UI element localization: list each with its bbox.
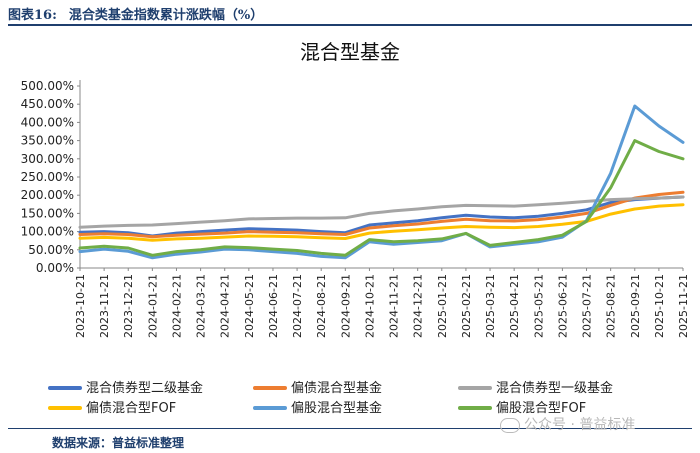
figure-number: 图表16: [8,8,57,23]
watermark-text: 公众号 · 普益标准 [524,417,636,433]
x-tick-label: 2025-07-21 [581,274,594,338]
data-source-note: 数据来源：普益标准整理 [52,436,185,450]
legend-label: 偏债混合型基金 [291,380,382,396]
figure-caption: 图表16: 混合类基金指数累计涨跌幅（%） [8,4,275,23]
x-tick-label: 2024-06-21 [267,274,280,338]
x-tick-label: 2024-11-21 [388,274,401,338]
y-tick-label: 200.00% [21,188,74,202]
x-tick-label: 2025-06-21 [556,274,569,338]
y-tick-label: 250.00% [21,170,74,184]
x-tick-label: 2024-03-21 [195,274,208,338]
footer-divider [8,428,692,429]
x-tick-label: 2024-09-21 [339,274,352,338]
watermark: 公众号 · 普益标准 [500,414,635,434]
x-tick-label: 2025-01-21 [436,274,449,338]
x-tick-label: 2023-12-21 [122,274,135,338]
series-line-2 [78,190,685,239]
y-tick-label: 50.00% [28,243,74,257]
x-tick-label: 2024-10-21 [363,274,376,338]
series-line-3 [78,195,685,229]
x-tick-label: 2025-05-21 [532,274,545,338]
series-line-1 [78,195,685,238]
legend-label: 偏股混合型基金 [291,400,382,416]
wechat-icon [500,417,520,433]
x-tick-label: 2024-12-21 [412,274,425,338]
x-tick-label: 2024-08-21 [315,274,328,338]
y-tick-label: 0.00% [36,261,74,275]
x-tick-label: 2023-11-21 [98,274,111,338]
y-tick-label: 100.00% [21,225,74,239]
legend-label: 混合债券型二级基金 [86,380,203,396]
x-tick-label: 2025-11-21 [677,274,690,338]
y-tick-label: 300.00% [21,152,74,166]
x-tick-label: 2025-09-21 [629,274,642,338]
legend-label: 偏债混合型FOF [86,401,176,416]
x-tick-label: 2025-08-21 [605,274,618,338]
x-tick-label: 2024-01-21 [146,274,159,338]
y-tick-label: 350.00% [21,134,74,148]
x-tick-label: 2025-03-21 [484,274,497,338]
y-tick-label: 450.00% [21,97,74,111]
figure-caption-text: 混合类基金指数累计涨跌幅（%） [68,8,264,23]
y-tick-label: 500.00% [21,79,74,93]
legend-label: 混合债券型一级基金 [496,380,613,396]
legend-label: 偏股混合型FOF [496,401,586,416]
x-tick-label: 2024-05-21 [243,274,256,338]
series-line-6 [78,139,685,257]
x-tick-label: 2025-04-21 [508,274,521,338]
x-tick-label: 2024-04-21 [219,274,232,338]
x-tick-label: 2025-10-21 [653,274,666,338]
x-tick-label: 2024-02-21 [170,274,183,338]
y-tick-label: 150.00% [21,206,74,220]
x-tick-label: 2023-10-21 [74,274,87,338]
chart-title: 混合型基金 [300,40,400,64]
x-tick-label: 2024-07-21 [291,274,304,338]
caption-divider [8,24,692,26]
y-tick-label: 400.00% [21,115,74,129]
x-tick-label: 2025-02-21 [460,274,473,338]
